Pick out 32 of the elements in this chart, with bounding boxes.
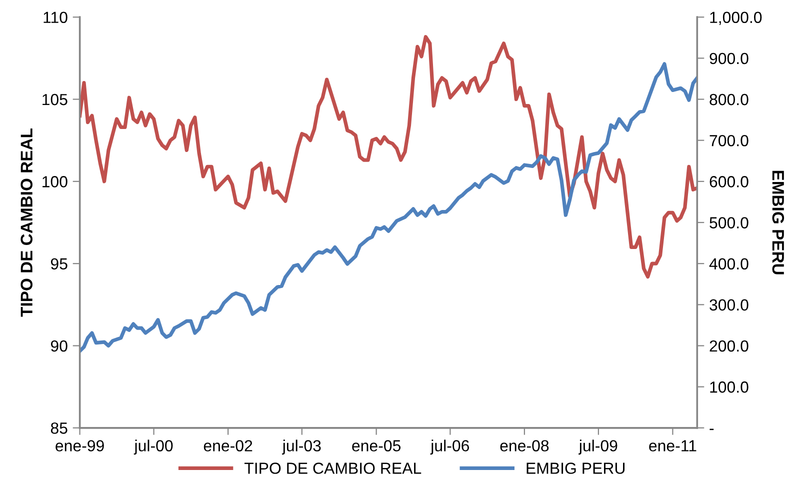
y2-tick-label: 400.0 (709, 258, 748, 270)
x-tick-label: ene-99 (56, 440, 104, 452)
x-tick-label: ene-11 (649, 440, 696, 452)
x-tick-label: jul-09 (578, 440, 618, 455)
y-tick-label: 105 (42, 94, 68, 106)
legend-label: TIPO DE CAMBIO REAL (244, 462, 422, 474)
y2-tick-label: 100.0 (710, 381, 748, 393)
x-tick-label: ene-05 (352, 440, 401, 452)
y-tick-label: 85 (50, 422, 68, 434)
y2-tick-label: 800.0 (710, 94, 748, 106)
x-tick-label: ene-08 (500, 440, 549, 452)
line-series (80, 35, 698, 279)
y2-tick-label: - (710, 428, 714, 430)
x-tick-label: jul-06 (430, 440, 470, 455)
y2-tick-label: 1,000.0 (710, 12, 762, 25)
y-tick-label: 95 (50, 258, 68, 270)
y2-tick-label: 600.0 (710, 176, 748, 188)
y2-tick-label: 200.0 (710, 340, 748, 352)
y2-tick-label: 300.0 (710, 299, 748, 311)
y2-tick-label: 500.0 (710, 217, 748, 228)
y2-tick-label: 700.0 (710, 134, 748, 146)
x-tick-label: jul-03 (282, 440, 321, 455)
line-series (80, 62, 698, 353)
legend-label: EMBIG PERU (526, 462, 625, 474)
y-tick-label: 110 (44, 12, 68, 24)
y2-tick-label: 900.0 (710, 52, 748, 64)
x-tick-label: jul-00 (134, 440, 173, 455)
y-tick-label: 100 (42, 176, 68, 188)
y-axis-title: TIPO DE CAMBIO REAL (20, 128, 32, 317)
y2-axis-title: EMBIG PERU (772, 170, 784, 274)
y-tick-label: 90 (50, 340, 68, 352)
x-tick-label: ene-02 (204, 440, 252, 452)
